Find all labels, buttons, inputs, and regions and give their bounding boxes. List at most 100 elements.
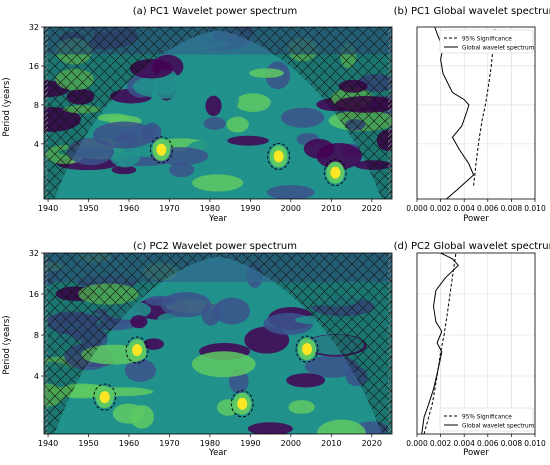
- power-blob: [205, 95, 222, 117]
- x-tick-label: 0.006: [477, 439, 499, 448]
- power-blob: [191, 174, 244, 192]
- legend-box: [439, 407, 534, 432]
- legend: 95% Significance Global wavelet spectrum: [439, 407, 535, 432]
- x-tick-label: 1940: [38, 439, 58, 448]
- legend-label: 95% Significance: [462, 37, 512, 43]
- significance-contour: [93, 383, 117, 411]
- cone-of-influence-hatch: [44, 253, 392, 434]
- x-tick-label: 1940: [38, 204, 58, 213]
- legend-label: Global wavelet spectrum: [462, 424, 535, 430]
- power-blob: [247, 422, 293, 434]
- power-blob: [158, 379, 180, 400]
- power-blob: [168, 162, 195, 178]
- x-tick-label: 1980: [200, 204, 220, 213]
- x-tick-label: 1950: [78, 439, 98, 448]
- power-blob: [111, 165, 137, 175]
- x-tick-label: 0.006: [477, 204, 499, 213]
- power-blob: [249, 68, 284, 78]
- power-blob: [316, 143, 363, 170]
- power-blob: [97, 113, 130, 122]
- power-blob: [235, 93, 271, 113]
- power-field: [44, 27, 392, 199]
- significance-contour: [295, 335, 319, 363]
- x-axis-label: Year: [208, 214, 228, 224]
- y-axis-label: Period (years): [2, 77, 12, 136]
- significant-power-core: [132, 344, 143, 357]
- x-tick-label: 1960: [119, 204, 139, 213]
- y-tick-label: 4: [34, 372, 39, 381]
- power-blob: [286, 373, 326, 388]
- significance-contour: [323, 159, 347, 187]
- x-tick-label: 2010: [321, 439, 341, 448]
- x-axis-label: Power: [463, 214, 489, 224]
- panel-title: (c) PC2 Wavelet power spectrum: [133, 241, 297, 252]
- x-tick-label: 2000: [281, 204, 301, 213]
- x-tick-label: 0.004: [453, 439, 475, 448]
- significant-power-core: [237, 397, 248, 410]
- edge-hatch: [388, 253, 392, 434]
- power-blob: [288, 400, 315, 414]
- x-tick-label: 0.008: [501, 204, 523, 213]
- significant-power-core: [99, 391, 110, 404]
- x-tick-label: 0.004: [453, 204, 475, 213]
- x-tick-label: 1970: [159, 204, 179, 213]
- significant-power-core: [273, 150, 284, 163]
- y-tick-label: 16: [29, 62, 39, 71]
- y-tick-label: 8: [34, 331, 39, 340]
- panel-title: (d) PC2 Global wavelet spectrum: [394, 241, 550, 252]
- y-tick-label: 8: [34, 101, 39, 110]
- power-blob: [124, 359, 156, 382]
- significance-contour: [125, 336, 149, 364]
- power-blob: [280, 107, 325, 128]
- pc1-global-spectrum-panel: (b) PC1 Global wavelet spectrum Power 0.…: [394, 6, 550, 224]
- power-blob: [143, 338, 164, 350]
- y-axis-label: Period (years): [2, 315, 12, 374]
- power-blob: [213, 297, 251, 325]
- plot-frame: [416, 26, 536, 200]
- x-tick-label: 0.010: [524, 204, 546, 213]
- power-blob: [92, 121, 156, 149]
- x-axis-label: Power: [463, 448, 489, 458]
- x-tick-label: 1990: [240, 439, 260, 448]
- legend: 95% Significance Global wavelet spectrum: [439, 29, 535, 54]
- plot-frame: [43, 252, 393, 435]
- power-blob: [191, 351, 256, 378]
- x-tick-label: 1980: [200, 439, 220, 448]
- y-tick-label: 32: [29, 249, 39, 258]
- edge-hatch: [44, 253, 48, 434]
- power-blob: [203, 117, 226, 130]
- x-tick-label: 0.010: [524, 439, 546, 448]
- legend-box: [439, 29, 534, 54]
- power-blob: [216, 86, 239, 113]
- significance-contour: [267, 142, 291, 170]
- x-tick-label: 1960: [119, 439, 139, 448]
- significance-contour: [149, 136, 173, 164]
- x-tick-label: 0.002: [430, 439, 452, 448]
- legend-label: Global wavelet spectrum: [462, 46, 535, 52]
- pc1-wavelet-power-panel: (a) PC1 Wavelet power spectrum Period (y…: [2, 6, 393, 224]
- y-tick-label: 32: [29, 23, 39, 32]
- significant-power-core: [302, 343, 313, 356]
- x-tick-label: 2000: [281, 439, 301, 448]
- y-tick-label: 16: [29, 290, 39, 299]
- edge-hatch: [44, 27, 48, 199]
- significance-line: [423, 252, 457, 435]
- y-tick-label: 4: [34, 140, 39, 149]
- power-blob: [130, 315, 148, 329]
- power-blob: [153, 352, 193, 375]
- significance-line: [473, 26, 496, 186]
- power-blob: [58, 411, 119, 434]
- global-spectrum-line: [421, 252, 459, 435]
- x-tick-label: 1990: [240, 204, 260, 213]
- power-blob: [317, 419, 366, 434]
- significant-power-core: [330, 166, 341, 179]
- pc2-wavelet-power-panel: (c) PC2 Wavelet power spectrum Period (y…: [2, 241, 393, 458]
- x-tick-label: 2020: [362, 439, 382, 448]
- pc2-global-spectrum-panel: (d) PC2 Global wavelet spectrum Power 0.…: [394, 241, 550, 458]
- power-blob: [160, 292, 212, 318]
- power-blob: [227, 135, 269, 146]
- x-tick-label: 0.002: [430, 204, 452, 213]
- power-field: [44, 253, 392, 434]
- panel-title: (b) PC1 Global wavelet spectrum: [394, 6, 550, 17]
